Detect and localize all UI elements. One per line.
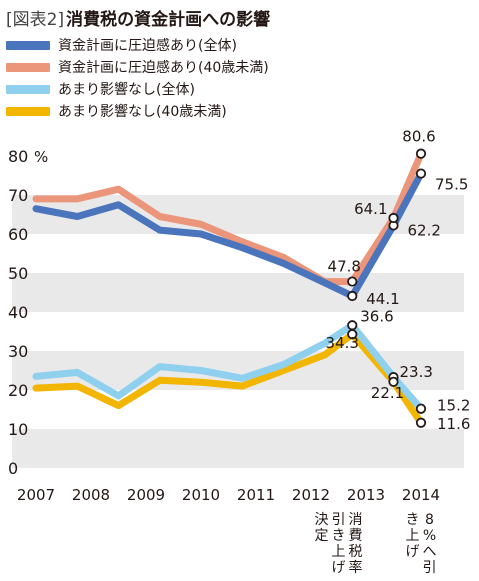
data-label: 23.3 — [400, 363, 433, 381]
annotation-char: 費 — [349, 528, 363, 544]
legend-swatch-light-blue — [6, 84, 50, 94]
annotation-char: 上 — [406, 528, 420, 544]
annotation-char: 決 — [315, 512, 329, 528]
annotation-char: き — [406, 512, 420, 528]
data-label: 15.2 — [437, 397, 470, 415]
annotation-char: % — [423, 528, 436, 544]
annotation-char: 引 — [423, 560, 437, 576]
y-tick-label: 10 — [8, 420, 28, 439]
data-point-marker — [347, 276, 358, 287]
data-label: 75.5 — [435, 176, 468, 194]
x-tick-label: 2009 — [127, 486, 165, 504]
y-tick-label: 30 — [8, 342, 28, 361]
y-tick-label: 40 — [8, 303, 28, 322]
data-label: 22.1 — [371, 384, 404, 402]
y-tick-label: 0 — [8, 459, 18, 478]
series-line-light_blue — [32, 321, 425, 413]
y-tick-label: 20 — [8, 381, 28, 400]
legend-item-yellow: あまり影響なし(40歳未満) — [6, 100, 269, 122]
data-label: 34.3 — [326, 334, 359, 352]
legend-swatch-blue — [6, 40, 50, 50]
x-tick-label: 2008 — [72, 486, 110, 504]
annotation-char: 上 — [332, 544, 346, 560]
grid-band — [12, 273, 464, 312]
y-tick-label: 50 — [8, 264, 28, 283]
grid-band — [12, 429, 464, 468]
legend-item-blue: 資金計画に圧迫感あり(全体) — [6, 34, 269, 56]
legend: 資金計画に圧迫感あり(全体) 資金計画に圧迫感あり(40歳未満) あまり影響なし… — [6, 34, 269, 122]
data-point-marker — [388, 212, 399, 224]
annotation-char: 税 — [349, 544, 363, 560]
data-point-marker — [415, 168, 427, 179]
data-label: 11.6 — [437, 415, 470, 433]
x-tick-label: 2014 — [402, 486, 440, 504]
x-tick-label: 2012 — [292, 486, 330, 504]
annotation-char: へ — [423, 544, 437, 560]
x-tick-label: 2013 — [347, 486, 385, 504]
series-line-yellow — [32, 330, 425, 427]
annotation-char: げ — [406, 544, 420, 560]
annotation-char: 8 — [425, 512, 434, 528]
chart-title-row: [図表2] 消費税の資金計画への影響 — [6, 4, 270, 30]
annotation-char: 引 — [332, 512, 346, 528]
legend-label: あまり影響なし(40歳未満) — [58, 104, 227, 120]
data-point-marker — [347, 329, 358, 340]
data-label: 47.8 — [328, 258, 361, 276]
data-label: 64.1 — [354, 200, 387, 218]
data-label: 36.6 — [360, 307, 393, 325]
annotation-char: き — [332, 528, 346, 544]
x-tick-label: 2007 — [17, 486, 55, 504]
data-point-marker — [415, 403, 427, 414]
data-label: 62.2 — [408, 221, 441, 239]
data-point-marker — [415, 148, 427, 159]
y-axis-unit: % — [34, 148, 48, 166]
annotation-char: 消 — [349, 512, 363, 528]
annotation-char: げ — [332, 560, 346, 576]
data-point-marker — [415, 417, 427, 428]
legend-label: あまり影響なし(全体) — [58, 82, 195, 98]
data-point-marker — [347, 320, 358, 331]
figure-label: [図表2] — [6, 9, 65, 30]
legend-label: 資金計画に圧迫感あり(40歳未満) — [58, 60, 269, 76]
legend-swatch-salmon — [6, 62, 50, 72]
legend-item-light-blue: あまり影響なし(全体) — [6, 78, 269, 100]
annotation-char: 定 — [315, 528, 329, 544]
annotation-char: 率 — [349, 559, 363, 576]
legend-item-salmon: 資金計画に圧迫感あり(40歳未満) — [6, 56, 269, 78]
y-tick-label: 70 — [8, 186, 28, 205]
data-label: 44.1 — [366, 290, 399, 308]
legend-label: 資金計画に圧迫感あり(全体) — [58, 38, 237, 54]
chart-title: 消費税の資金計画への影響 — [66, 9, 271, 30]
x-tick-label: 2010 — [182, 486, 220, 504]
series-line-salmon — [32, 150, 425, 286]
x-tick-label: 2011 — [237, 486, 275, 504]
y-tick-label: 60 — [8, 225, 28, 244]
data-point-marker — [347, 290, 358, 302]
y-tick-label: 80 — [8, 147, 28, 166]
data-point-marker — [388, 376, 399, 387]
data-label: 80.6 — [402, 128, 435, 146]
legend-swatch-yellow — [6, 106, 50, 116]
series-line-blue — [32, 170, 425, 300]
annotation: 8%へ引 き上げ — [406, 512, 437, 576]
